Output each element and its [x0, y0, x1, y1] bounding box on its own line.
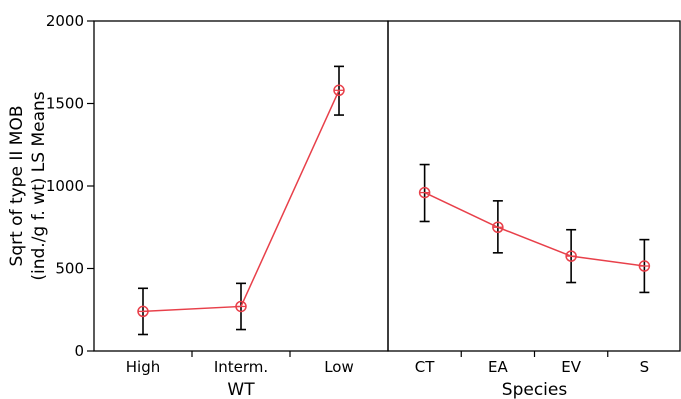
x-axis-title-1: Species	[502, 380, 568, 399]
series-line-1	[424, 191, 645, 267]
y-tick-label-1: 500	[55, 260, 84, 278]
panel-frame-1	[387, 20, 681, 352]
x-tick-label-1-1: EA	[488, 358, 508, 376]
series-line-0	[142, 89, 340, 313]
y-axis: 0 500 1000 1500 2000	[46, 12, 94, 360]
x-axis-title-0: WT	[227, 380, 255, 399]
x-tick-label-1-2: EV	[561, 358, 581, 376]
y-tick-label-3: 1500	[46, 95, 84, 113]
x-tick-label-0-0: High	[126, 358, 160, 376]
y-tick-label-0: 0	[74, 342, 84, 360]
x-tick-label-0-1: Interm.	[214, 358, 268, 376]
panel-wt: High Interm. Low WT	[93, 20, 389, 399]
y-tick-label-2: 1000	[46, 177, 84, 195]
y-axis-title-line2: (ind./g f. wt) LS Means	[29, 91, 49, 280]
x-tick-label-0-2: Low	[324, 358, 354, 376]
x-tick-label-1-0: CT	[415, 358, 435, 376]
x-tick-label-1-3: S	[640, 358, 650, 376]
y-axis-title-line1: Sqrt of type II MOB	[7, 106, 27, 267]
y-tick-label-4: 2000	[46, 12, 84, 30]
y-axis-title: Sqrt of type II MOB (ind./g f. wt) LS Me…	[7, 91, 49, 280]
panel-species: CT EA EV S Species	[387, 20, 681, 399]
